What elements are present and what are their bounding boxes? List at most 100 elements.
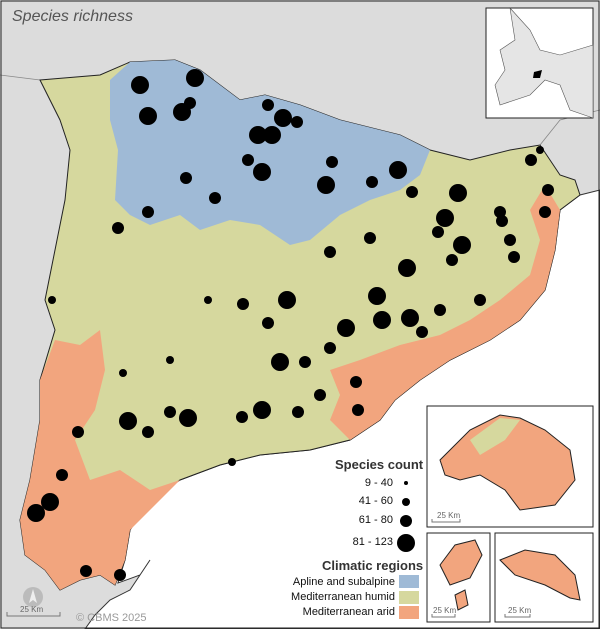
site-marker xyxy=(416,326,428,338)
site-marker xyxy=(204,296,212,304)
site-marker xyxy=(142,206,154,218)
locator-highlight-catalonia xyxy=(533,70,542,78)
site-marker xyxy=(41,493,59,511)
species-legend-symbols xyxy=(397,481,415,552)
species-legend-title: Species count xyxy=(335,457,424,472)
locator-land xyxy=(494,7,594,119)
legend-symbol-class-4 xyxy=(397,534,415,552)
site-marker xyxy=(27,504,45,522)
species-class-1: 9 - 40 xyxy=(364,477,393,489)
site-marker xyxy=(326,156,338,168)
region-arid-south xyxy=(20,330,180,590)
scale-label-ibiza: 25 Km xyxy=(433,606,457,615)
site-marker xyxy=(114,569,126,581)
site-marker xyxy=(80,565,92,577)
site-marker xyxy=(242,154,254,166)
site-marker xyxy=(56,469,68,481)
site-marker xyxy=(166,356,174,364)
menorca-island xyxy=(499,549,581,601)
site-marker xyxy=(209,192,221,204)
climate-class-arid: Mediterranean arid xyxy=(302,606,395,618)
site-marker xyxy=(401,309,419,327)
site-marker xyxy=(253,163,271,181)
site-marker xyxy=(228,458,236,466)
site-marker xyxy=(494,206,506,218)
site-marker xyxy=(263,126,281,144)
region-arid-coast xyxy=(330,185,560,440)
site-marker xyxy=(337,319,355,337)
scale-label-menorca: 25 Km xyxy=(508,606,532,615)
site-marker xyxy=(373,311,391,329)
site-marker xyxy=(274,109,292,127)
site-marker xyxy=(131,76,149,94)
site-marker xyxy=(271,353,289,371)
site-marker xyxy=(142,426,154,438)
north-arrow-icon xyxy=(23,587,43,607)
site-marker xyxy=(173,103,191,121)
site-marker xyxy=(262,317,274,329)
site-marker xyxy=(350,376,362,388)
site-marker xyxy=(436,209,454,227)
site-marker xyxy=(299,356,311,368)
scale-bar-main xyxy=(6,612,61,617)
swatch-humid xyxy=(399,591,419,604)
mallorca-humid xyxy=(470,418,520,455)
site-marker xyxy=(48,296,56,304)
site-marker xyxy=(508,251,520,263)
site-marker xyxy=(398,259,416,277)
swatch-alpine xyxy=(399,575,419,588)
site-marker xyxy=(449,184,467,202)
site-marker xyxy=(262,99,274,111)
site-marker xyxy=(278,291,296,309)
site-marker xyxy=(542,184,554,196)
site-marker xyxy=(504,234,516,246)
legend-symbol-class-2 xyxy=(402,498,410,506)
site-marker xyxy=(292,406,304,418)
site-marker xyxy=(406,186,418,198)
species-class-3: 61 - 80 xyxy=(358,514,393,526)
site-marker xyxy=(364,232,376,244)
scale-label-main: 25 Km xyxy=(20,605,44,614)
climate-legend-title: Climatic regions xyxy=(322,558,424,573)
site-marker xyxy=(237,298,249,310)
ibiza-island xyxy=(439,539,483,611)
site-marker xyxy=(317,176,335,194)
climate-class-alpine: Apline and subalpine xyxy=(292,576,395,588)
site-marker xyxy=(366,176,378,188)
site-marker xyxy=(474,294,486,306)
site-marker xyxy=(446,254,458,266)
site-marker xyxy=(186,69,204,87)
site-marker xyxy=(314,389,326,401)
site-marker xyxy=(179,409,197,427)
site-marker xyxy=(525,154,537,166)
site-marker xyxy=(119,412,137,430)
site-marker xyxy=(453,236,471,254)
site-marker xyxy=(119,369,127,377)
legend-symbol-class-3 xyxy=(400,515,412,527)
scale-label-mallorca: 25 Km xyxy=(437,511,461,520)
site-marker xyxy=(72,426,84,438)
site-marker xyxy=(536,146,544,154)
site-marker xyxy=(164,406,176,418)
site-marker xyxy=(368,287,386,305)
species-class-2: 41 - 60 xyxy=(358,495,393,507)
site-marker xyxy=(352,404,364,416)
site-marker xyxy=(249,126,267,144)
site-marker xyxy=(432,226,444,238)
site-marker xyxy=(291,116,303,128)
site-marker xyxy=(496,215,508,227)
map-title: Species richness xyxy=(12,8,133,25)
swatch-arid xyxy=(399,606,419,619)
site-marker xyxy=(324,342,336,354)
site-marker xyxy=(139,107,157,125)
site-marker xyxy=(324,246,336,258)
site-marker xyxy=(389,161,407,179)
site-marker xyxy=(539,206,551,218)
site-marker xyxy=(180,172,192,184)
climate-class-humid: Mediterranean humid xyxy=(291,591,395,603)
legend-symbol-class-1 xyxy=(404,481,408,485)
site-marker xyxy=(236,411,248,423)
site-marker xyxy=(112,222,124,234)
